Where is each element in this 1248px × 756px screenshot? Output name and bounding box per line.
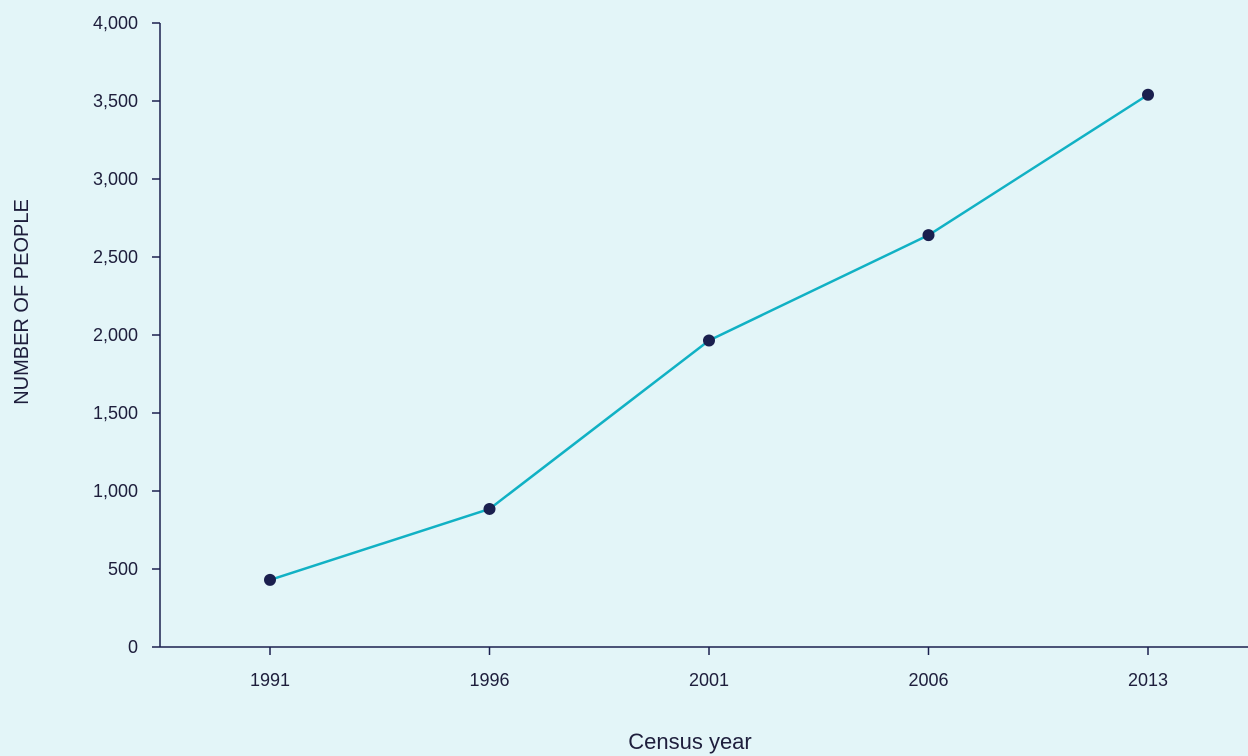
y-tick-label: 2,500 [93, 247, 138, 267]
data-point-marker [1142, 88, 1154, 101]
data-point-marker [703, 334, 715, 347]
y-tick-label: 2,000 [93, 325, 138, 345]
y-tick-label: 1,000 [93, 481, 138, 501]
x-tick-label: 2013 [1128, 670, 1168, 690]
y-axis-title: NUMBER OF PEOPLE [11, 199, 33, 405]
data-point-marker [922, 229, 935, 242]
y-tick-label: 3,500 [93, 91, 138, 111]
series [264, 88, 1154, 586]
x-tick-label: 1991 [250, 670, 290, 690]
x-axis-title: Census year [628, 729, 752, 754]
y-tick-label: 0 [128, 637, 138, 657]
y-tick-label: 1,500 [93, 403, 138, 423]
data-point-marker [264, 573, 276, 586]
x-tick-label: 1996 [469, 670, 509, 690]
x-tick-label: 2006 [908, 670, 948, 690]
x-tick-label: 2001 [689, 670, 729, 690]
y-tick-label: 3,000 [93, 169, 138, 189]
data-point-marker [483, 502, 496, 515]
y-tick-label: 4,000 [93, 13, 138, 33]
y-tick-label: 500 [108, 559, 138, 579]
x-axis: 1991 1996 2001 2006 2013 [160, 646, 1248, 690]
y-axis: 0 500 1,000 1,500 2,000 2,500 3,000 3,500 4,000 [93, 13, 161, 657]
